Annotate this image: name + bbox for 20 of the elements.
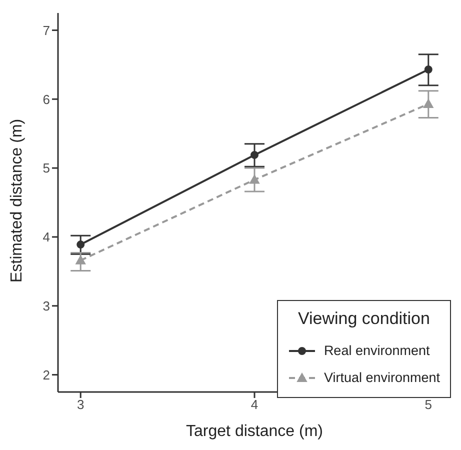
x-tick-label: 3 (76, 397, 84, 412)
point (250, 174, 260, 184)
legend-title: Viewing condition (296, 309, 431, 329)
point (423, 98, 434, 108)
point (424, 66, 432, 74)
x-axis-title: Target distance (m) (186, 423, 323, 440)
legend-label: Virtual environment (324, 370, 440, 385)
y-tick-label: 2 (42, 367, 50, 382)
y-tick-label: 6 (42, 92, 50, 107)
y-axis-title: Estimated distance (m) (8, 118, 26, 282)
y-tick-label: 4 (42, 230, 50, 245)
y-tick-label: 7 (42, 22, 50, 38)
x-tick-label: 5 (424, 397, 432, 412)
point (76, 240, 85, 249)
legend-label: Real environment (324, 343, 430, 358)
x-tick-label: 4 (250, 397, 258, 412)
point (76, 255, 86, 264)
y-tick-label: 3 (42, 298, 50, 314)
y-tick-label: 5 (42, 160, 50, 176)
point (250, 150, 258, 159)
